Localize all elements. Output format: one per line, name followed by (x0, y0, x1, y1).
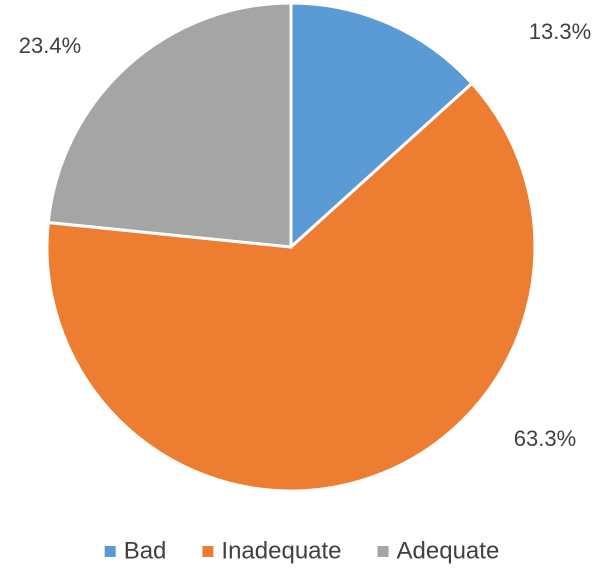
legend-label: Bad (124, 537, 167, 564)
data-label: 63.3% (514, 426, 576, 451)
legend-swatch (104, 546, 116, 557)
pie-slice (46, 1, 293, 249)
data-label: 13.3% (529, 19, 591, 44)
data-label: 23.4% (19, 33, 81, 58)
pie-slice (45, 81, 537, 493)
legend: Bad Inadequate Adequate (104, 537, 500, 564)
pie-slice (289, 1, 475, 251)
data-labels: 13.3% 63.3% 23.4% (19, 19, 591, 451)
legend-swatch (202, 546, 214, 557)
legend-label: Adequate (397, 537, 500, 564)
legend-label: Inadequate (221, 537, 341, 564)
legend-swatch (377, 546, 389, 557)
pie (45, 1, 537, 493)
